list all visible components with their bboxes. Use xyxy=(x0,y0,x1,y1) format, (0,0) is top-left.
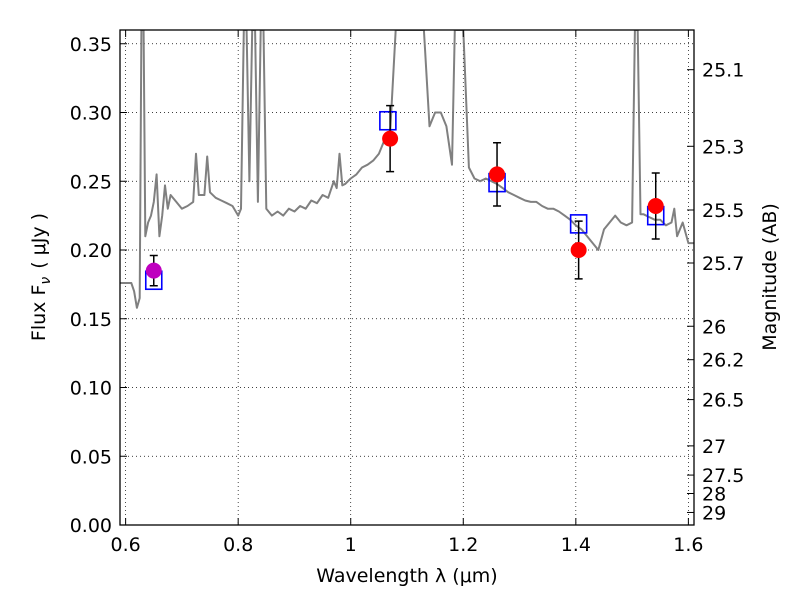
y-tick-label: 0.00 xyxy=(70,515,112,537)
magnitude-tick-label: 28 xyxy=(702,484,726,506)
x-tick-label: 1.4 xyxy=(561,534,591,556)
x-axis-label: Wavelength λ (μm) xyxy=(316,565,497,587)
magnitude-tick-label: 26 xyxy=(702,316,726,338)
y-axis-label: Flux Fν ( μJy ) xyxy=(28,213,54,341)
magnitude-axis-label: Magnitude (AB) xyxy=(759,203,781,351)
magnitude-tick-label: 29 xyxy=(702,502,726,524)
plot-background xyxy=(120,30,694,525)
model-photometry-square xyxy=(379,110,397,131)
x-axis: 0.6 0.8 1 1.2 1.4 1.6 xyxy=(111,30,703,556)
x-tick-label: 0.6 xyxy=(111,534,141,556)
spectrum-line xyxy=(120,30,694,309)
magnitude-tick-label: 25.1 xyxy=(702,60,744,82)
svg-text:Flux Fν( μJy ): Flux Fν ( μJy ) xyxy=(28,213,54,341)
plot-frame xyxy=(119,29,695,526)
y-axis-label-subscript: ν xyxy=(38,277,54,285)
x-tick-label: 0.8 xyxy=(223,534,253,556)
x-tick-label: 1.2 xyxy=(448,534,478,556)
y-tick-label: 0.20 xyxy=(70,240,112,262)
y-tick-label: 0.30 xyxy=(70,103,112,125)
y-axis-label-main: Flux F xyxy=(28,285,50,341)
y-axis-label-unit: ( μJy ) xyxy=(28,213,50,269)
grid-lines xyxy=(120,30,694,526)
y-tick-label: 0.05 xyxy=(70,446,112,468)
observed-point xyxy=(489,166,506,183)
magnitude-tick-label: 26.2 xyxy=(702,350,744,372)
y-tick-label: 0.10 xyxy=(70,378,112,400)
magnitude-tick-label: 25.5 xyxy=(702,200,744,222)
magnitude-tick-label: 25.3 xyxy=(702,136,744,158)
observed-point xyxy=(382,130,399,147)
y-tick-label: 0.25 xyxy=(70,171,112,193)
magnitude-tick-label: 25.7 xyxy=(702,253,744,275)
y-tick-label: 0.15 xyxy=(70,309,112,331)
plot-area xyxy=(120,30,694,309)
y-axis: 0.00 0.05 0.10 0.15 0.20 0.25 0.30 0.35 xyxy=(70,34,127,537)
x-tick-label: 1.6 xyxy=(673,534,703,556)
svg-text:Magnitude (AB): Magnitude (AB) xyxy=(759,203,781,351)
observed-point xyxy=(145,262,162,279)
magnitude-tick-label: 26.5 xyxy=(702,390,744,412)
magnitude-tick-label: 27 xyxy=(702,436,726,458)
observed-point xyxy=(570,242,587,258)
y-tick-label: 0.35 xyxy=(70,34,112,56)
observed-point xyxy=(647,198,664,214)
x-tick-label: 1 xyxy=(345,534,357,556)
magnitude-tick-label: 27.5 xyxy=(702,465,744,487)
